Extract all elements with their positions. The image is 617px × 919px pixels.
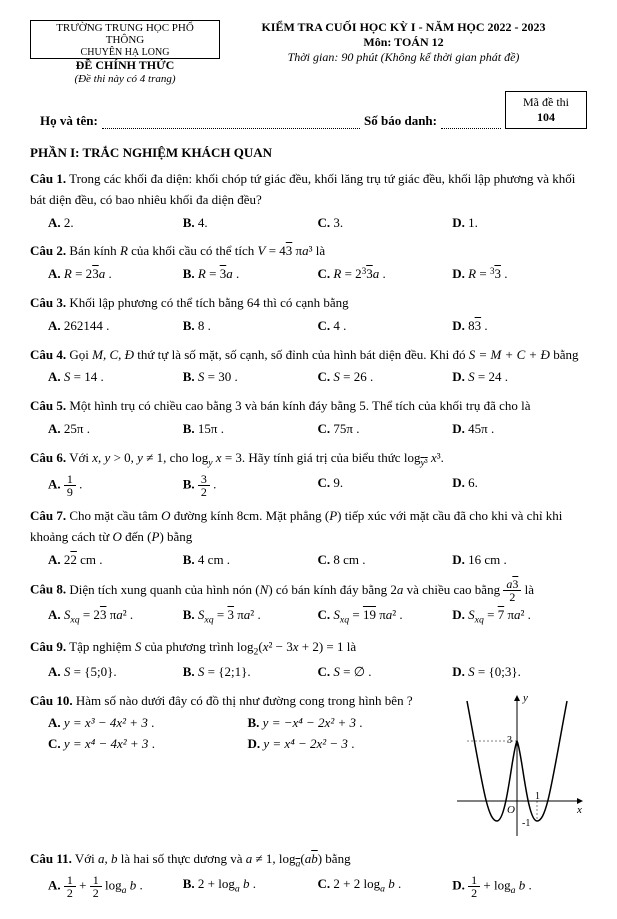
official-label: ĐỀ CHÍNH THỨC <box>30 58 220 73</box>
exam-title: KIỂM TRA CUỐI HỌC KỲ I - NĂM HỌC 2022 - … <box>220 20 587 35</box>
question-3: Câu 3. Khối lập phương có thể tích bằng … <box>30 293 587 337</box>
question-10: Câu 10. Hàm số nào dưới đây có đồ thị nh… <box>30 691 587 841</box>
q2-text: Bán kính R của khối cầu có thể tích V = … <box>69 243 325 258</box>
code-value: 104 <box>516 110 576 125</box>
left-header: TRƯỜNG TRUNG HỌC PHỔ THÔNG CHUYÊN HẠ LON… <box>30 20 220 85</box>
subject: Môn: TOÁN 12 <box>220 35 587 50</box>
origin-label: O <box>507 804 515 816</box>
question-2: Câu 2. Bán kính R của khối cầu có thể tí… <box>30 241 587 285</box>
y-axis-label: y <box>522 692 528 704</box>
x-axis-label: x <box>576 804 582 816</box>
q1-label: Câu 1. <box>30 171 66 186</box>
section-title: PHẦN I: TRẮC NGHIỆM KHÁCH QUAN <box>30 145 587 161</box>
pages-note: (Đề thi này có 4 trang) <box>30 73 220 85</box>
question-11: Câu 11. Với a, b là hai số thực dương và… <box>30 849 587 899</box>
question-8: Câu 8. Diện tích xung quanh của hình nón… <box>30 578 587 628</box>
time-note: Thời gian: 90 phút (Không kể thời gian p… <box>220 50 587 65</box>
code-label: Mã đề thi <box>516 95 576 110</box>
name-label: Họ và tên: <box>30 113 98 129</box>
question-1: Câu 1. Trong các khối đa diện: khối chóp… <box>30 169 587 233</box>
header: TRƯỜNG TRUNG HỌC PHỔ THÔNG CHUYÊN HẠ LON… <box>30 20 587 85</box>
q1-text: Trong các khối đa diện: khối chóp tứ giá… <box>30 171 575 207</box>
name-row: Họ và tên: Số báo danh: Mã đề thi 104 <box>30 91 587 129</box>
school-name-line1: TRƯỜNG TRUNG HỌC PHỔ THÔNG <box>30 20 220 47</box>
q2-label: Câu 2. <box>30 243 66 258</box>
tick-1: 1 <box>535 791 540 802</box>
exam-code-box: Mã đề thi 104 <box>505 91 587 129</box>
id-label: Số báo danh: <box>364 113 437 129</box>
center-header: KIỂM TRA CUỐI HỌC KỲ I - NĂM HỌC 2022 - … <box>220 20 587 65</box>
question-9: Câu 9. Tập nghiệm S của phương trình log… <box>30 637 587 683</box>
question-7: Câu 7. Cho mặt cầu tâm O đường kính 8cm.… <box>30 506 587 570</box>
question-5: Câu 5. Một hình trụ có chiều cao bằng 3 … <box>30 396 587 440</box>
tick-3: 3 <box>507 735 512 746</box>
tick-neg1: -1 <box>522 818 530 829</box>
question-4: Câu 4. Gọi M, C, Đ thứ tự là số mặt, số … <box>30 345 587 389</box>
question-6: Câu 6. Với x, y > 0, y ≠ 1, cho logy x =… <box>30 448 587 498</box>
quartic-graph: x y O 1 3 -1 <box>447 691 587 841</box>
